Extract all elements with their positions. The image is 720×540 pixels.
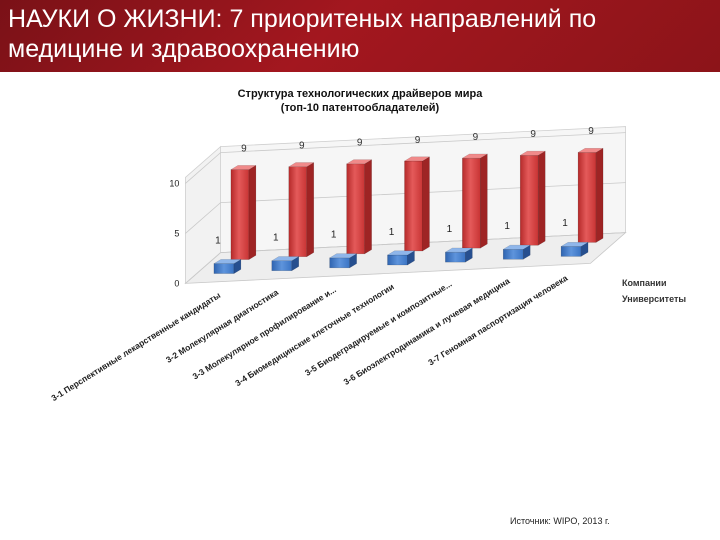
- category-labels: 3-1 Перспективные лекарственные кандидат…: [49, 273, 569, 403]
- data-label-companies: 9: [530, 129, 536, 140]
- bar-top-face: [386, 250, 416, 256]
- data-label-universities: 1: [273, 233, 279, 244]
- bar-chart-3d: 0 5 10 9 9 9 9 9 9 9 1 1 1 1 1 1 1 3-1 Перспективные ле…: [49, 126, 686, 403]
- bar-side-face: [480, 153, 488, 249]
- bar-side-face: [522, 244, 531, 260]
- bar-front-face: [445, 251, 466, 263]
- bar-side-face: [595, 147, 604, 243]
- bar-side-face: [248, 164, 257, 261]
- bar-companies: [519, 150, 547, 246]
- chart-subtitle: (топ-10 патентообладателей): [280, 102, 440, 114]
- bar-top-face: [577, 147, 604, 153]
- bar-top-face: [444, 247, 474, 253]
- bar-top-face: [213, 259, 242, 264]
- bar-universities: [560, 241, 589, 257]
- bar-universities: [386, 250, 416, 266]
- bar-top-face: [560, 241, 589, 247]
- data-label-companies: 9: [415, 135, 421, 146]
- bar-universities: [213, 258, 242, 275]
- data-label-companies: 9: [473, 132, 479, 143]
- bar-universities: [328, 253, 358, 269]
- bar-front-face: [502, 249, 524, 260]
- y-tick-label: 5: [174, 228, 179, 238]
- bars: [213, 147, 604, 275]
- bar-front-face: [462, 157, 481, 249]
- legend-entry-universities: Университеты: [622, 294, 686, 304]
- data-label-companies: 9: [357, 138, 363, 149]
- bar-side-face: [306, 162, 315, 258]
- bar-universities: [270, 256, 300, 272]
- data-label-universities: 1: [447, 224, 453, 235]
- bar-companies: [287, 162, 315, 258]
- title-banner: НАУКИ О ЖИЗНИ: 7 приоритеных направлений…: [0, 0, 720, 72]
- bar-front-face: [346, 163, 365, 255]
- bar-top-face: [287, 162, 315, 167]
- data-label-companies: 9: [588, 126, 594, 137]
- bar-top-face: [403, 156, 431, 162]
- gridline: [185, 232, 626, 284]
- bar-universities: [502, 244, 532, 260]
- gridline: [185, 182, 626, 234]
- bar-top-face: [519, 150, 547, 156]
- gridline: [185, 132, 626, 184]
- bar-front-face: [230, 169, 250, 260]
- bar-top-face: [461, 153, 489, 159]
- bar-companies: [461, 153, 489, 249]
- bar-front-face: [404, 160, 423, 252]
- bar-side-face: [422, 156, 430, 252]
- bar-top-face: [345, 159, 373, 165]
- chart-title: Структура технологических драйверов мира: [237, 88, 483, 100]
- slide-title-line-2: медицине и здравоохранению: [8, 35, 360, 63]
- data-labels: 9 9 9 9 9 9 9 1 1 1 1 1 1 1: [215, 126, 594, 246]
- bar-companies: [577, 147, 604, 243]
- data-label-universities: 1: [389, 227, 395, 238]
- y-tick-label: 10: [169, 178, 179, 188]
- data-label-companies: 9: [299, 141, 305, 152]
- data-label-companies: 9: [241, 143, 247, 154]
- data-label-universities: 1: [331, 230, 337, 241]
- bar-front-face: [387, 254, 408, 266]
- data-label-universities: 1: [215, 235, 221, 246]
- bar-front-face: [288, 166, 308, 257]
- bar-front-face: [560, 246, 582, 257]
- bar-side-face: [580, 241, 589, 257]
- legend: Компании Университеты: [622, 278, 686, 304]
- legend-entry-companies: Компании: [622, 278, 666, 288]
- slide-title-line-1: НАУКИ О ЖИЗНИ: 7 приоритеных направлений…: [8, 5, 597, 33]
- gridlines: [185, 132, 626, 284]
- bar-front-face: [271, 260, 293, 271]
- bar-top-face: [328, 253, 358, 259]
- bar-companies: [230, 164, 257, 261]
- data-label-universities: 1: [504, 221, 510, 232]
- bar-universities: [444, 247, 474, 263]
- bar-front-face: [213, 263, 235, 274]
- y-tick-label: 0: [174, 278, 179, 288]
- bar-top-face: [502, 244, 532, 250]
- bar-top-face: [270, 256, 300, 261]
- bar-companies: [345, 159, 373, 255]
- bar-front-face: [519, 155, 539, 246]
- bar-companies: [403, 156, 431, 252]
- bar-front-face: [329, 257, 350, 269]
- data-label-universities: 1: [562, 218, 568, 229]
- bar-side-face: [537, 150, 546, 246]
- bar-front-face: [577, 152, 597, 243]
- bar-top-face: [230, 165, 257, 170]
- source-note: Источник: WIPO, 2013 г.: [510, 516, 610, 526]
- bar-side-face: [364, 159, 372, 255]
- y-axis: 0 5 10: [169, 178, 179, 288]
